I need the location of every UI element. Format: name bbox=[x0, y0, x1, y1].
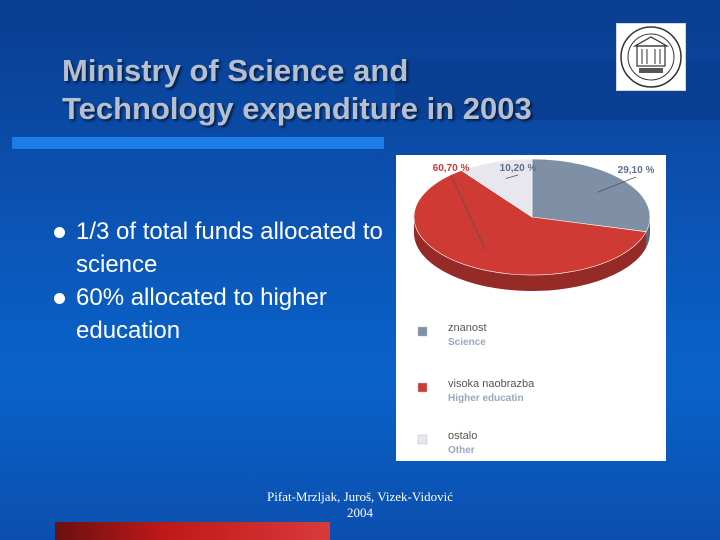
bullet-text: 60% allocated to higher education bbox=[76, 284, 327, 344]
footer-accent-bar bbox=[55, 522, 330, 540]
pie-slice-side bbox=[414, 217, 647, 291]
pie-slice bbox=[531, 158, 651, 233]
legend-label-en: Science bbox=[448, 337, 486, 348]
bullet-dot-icon bbox=[54, 227, 65, 238]
leader-line bbox=[450, 174, 487, 251]
legend-swatch bbox=[417, 326, 428, 337]
legend-label-hr: ostalo bbox=[448, 430, 477, 442]
slide-title: Ministry of Science and Technology expen… bbox=[62, 52, 642, 128]
pie-value-label: 29,10 % bbox=[618, 165, 655, 176]
leader-line bbox=[505, 174, 519, 179]
pie-chart-panel: 29,10 % 60,70 % 10,20 % znanost Science visok… bbox=[396, 155, 666, 461]
footer-year: 2004 bbox=[347, 505, 373, 520]
pie-value-label: 60,70 % bbox=[433, 163, 470, 174]
legend-label-en: Other bbox=[448, 445, 475, 456]
footer-authors: Pifat-Mrzljak, Juroš, Vizek-Vidović bbox=[267, 489, 453, 504]
legend-label-hr: znanost bbox=[448, 322, 487, 334]
title-line-2: Technology expenditure in 2003 bbox=[62, 91, 532, 126]
pie-slice bbox=[460, 158, 533, 218]
footer-credit: Pifat-Mrzljak, Juroš, Vizek-Vidović 2004 bbox=[240, 489, 480, 521]
legend-swatch bbox=[417, 382, 428, 393]
bullet-text: 1/3 of total funds allocated to science bbox=[76, 218, 383, 278]
pie-value-label: 10,20 % bbox=[500, 163, 537, 174]
bullet-list: 1/3 of total funds allocated to science … bbox=[54, 215, 384, 347]
pie-chart: 29,10 % 60,70 % 10,20 % znanost Science visok… bbox=[413, 158, 655, 456]
legend-label-en: Higher educatin bbox=[448, 393, 524, 404]
title-line-1: Ministry of Science and bbox=[62, 53, 409, 88]
bullet-item: 1/3 of total funds allocated to science bbox=[54, 215, 384, 281]
legend-swatch bbox=[417, 434, 428, 445]
bullet-dot-icon bbox=[54, 293, 65, 304]
university-seal-icon bbox=[616, 23, 686, 91]
bullet-item: 60% allocated to higher education bbox=[54, 281, 384, 347]
legend-label-hr: visoka naobrazba bbox=[448, 378, 535, 390]
title-underline bbox=[12, 137, 384, 149]
pie-slice bbox=[413, 170, 647, 276]
leader-line bbox=[597, 176, 637, 193]
